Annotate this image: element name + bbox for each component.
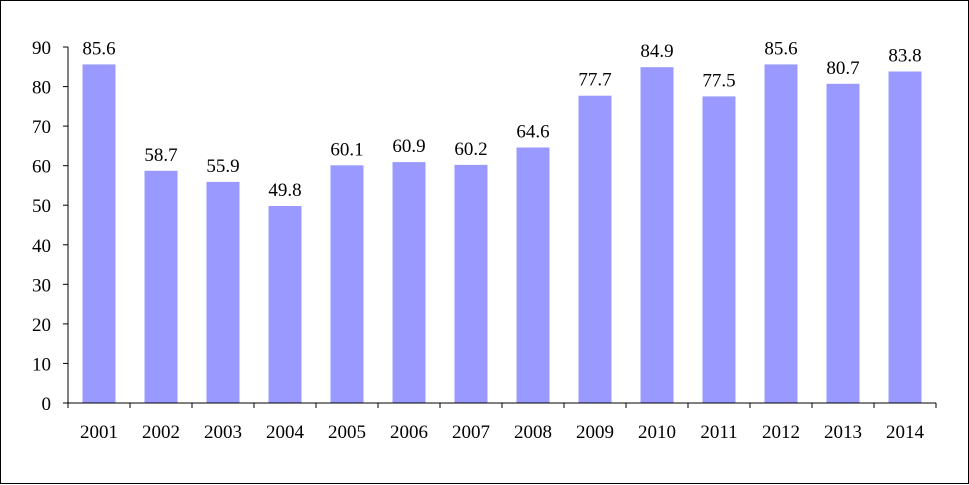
y-tick-label-80: 80 [32, 78, 51, 99]
bar-2001 [82, 64, 116, 404]
y-tick-label-70: 70 [32, 117, 51, 138]
x-tick-label-2005: 2005 [328, 422, 366, 443]
y-tick-label-0: 0 [42, 394, 52, 415]
x-tick-label-2012: 2012 [762, 422, 800, 443]
x-tick-label-2003: 2003 [204, 422, 242, 443]
data-label-2010: 84.9 [640, 41, 673, 62]
x-tick-label-2001: 2001 [80, 422, 118, 443]
bar-2014 [888, 71, 922, 403]
data-label-2014: 83.8 [888, 46, 921, 67]
data-label-2004: 49.8 [268, 180, 301, 201]
x-tick-label-2013: 2013 [824, 422, 862, 443]
y-tick-label-30: 30 [32, 275, 51, 296]
bar-2007 [454, 164, 488, 403]
data-label-2007: 60.2 [454, 139, 487, 160]
bar-2012 [764, 64, 798, 404]
y-tick-label-10: 10 [32, 354, 51, 375]
bar-2006 [392, 162, 426, 403]
data-label-2003: 55.9 [206, 156, 239, 177]
bar-2011 [702, 96, 736, 404]
data-label-2006: 60.9 [392, 136, 425, 157]
x-tick-label-2006: 2006 [390, 422, 428, 443]
data-label-2013: 80.7 [826, 58, 859, 79]
x-tick-label-2007: 2007 [452, 422, 490, 443]
data-label-2001: 85.6 [82, 38, 115, 59]
x-tick-label-2008: 2008 [514, 422, 552, 443]
x-tick-label-2004: 2004 [266, 422, 305, 443]
data-label-2012: 85.6 [764, 38, 797, 59]
bar-2013 [826, 83, 860, 404]
bar-2009 [578, 95, 612, 403]
x-tick-label-2002: 2002 [142, 422, 180, 443]
bar-2004 [268, 206, 302, 403]
bar-2003 [206, 181, 240, 403]
y-tick-label-60: 60 [32, 157, 51, 178]
data-label-2011: 77.5 [702, 70, 735, 91]
bar-2008 [516, 147, 550, 403]
data-label-2009: 77.7 [578, 70, 611, 91]
x-tick-label-2011: 2011 [700, 422, 737, 443]
x-tick-label-2014: 2014 [886, 422, 925, 443]
data-label-2002: 58.7 [144, 145, 177, 166]
x-tick-label-2009: 2009 [576, 422, 614, 443]
data-label-2005: 60.1 [330, 139, 363, 160]
bar-2002 [144, 170, 178, 403]
y-tick-label-50: 50 [32, 196, 51, 217]
bar-2005 [330, 165, 364, 403]
y-tick-label-40: 40 [32, 236, 51, 257]
bar-2010 [640, 67, 674, 403]
y-tick-label-90: 90 [32, 38, 51, 59]
x-tick-label-2010: 2010 [638, 422, 676, 443]
data-label-2008: 64.6 [516, 122, 549, 143]
y-tick-label-20: 20 [32, 315, 51, 336]
